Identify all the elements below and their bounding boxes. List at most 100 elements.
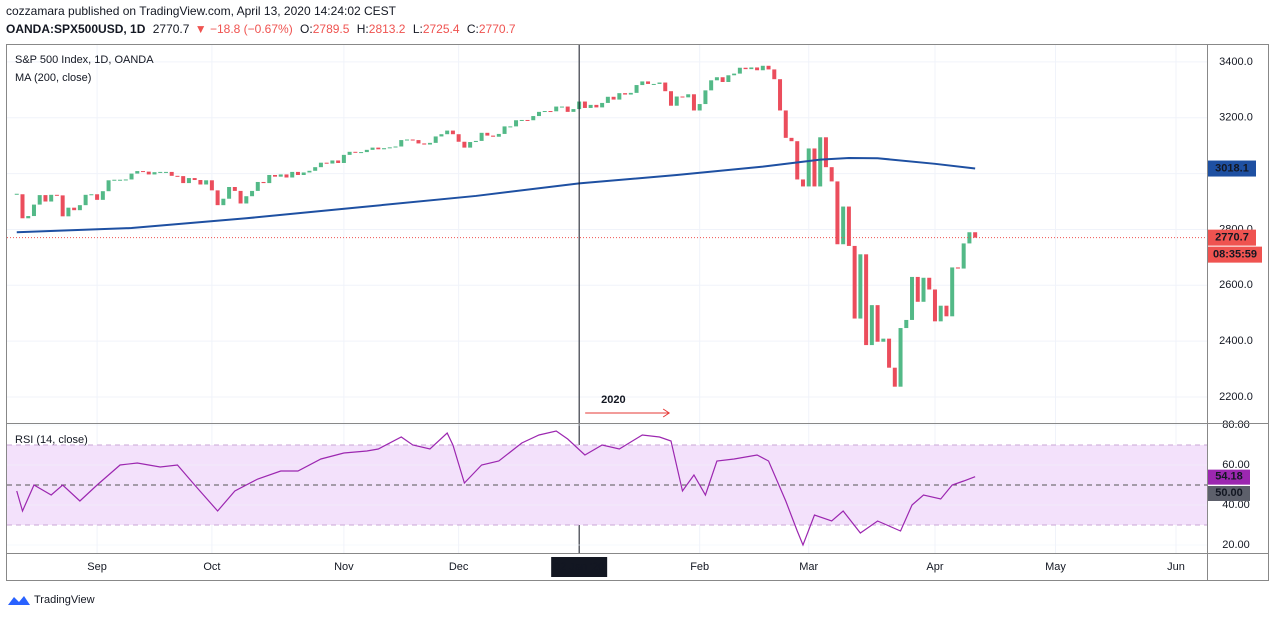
candle-body: [720, 77, 725, 82]
candle-body: [514, 120, 519, 127]
candle-body: [600, 102, 605, 108]
candle-body: [531, 116, 536, 121]
candle-body: [359, 152, 364, 154]
candle-body: [370, 147, 375, 150]
crosshair-label: 02 Jan '20: [554, 561, 604, 573]
candle-body: [95, 194, 100, 200]
y-tick-label: 20.00: [1222, 539, 1250, 551]
change: ▼ −18.8 (−0.67%): [195, 22, 293, 36]
candle-body: [766, 65, 771, 70]
crosshair-badge: [551, 557, 608, 577]
candle-body: [955, 267, 960, 269]
candle-body: [697, 104, 702, 111]
candle-body: [904, 319, 909, 329]
candle-body: [841, 206, 846, 245]
y-tick-label: 2600.0: [1219, 279, 1253, 291]
candle-body: [232, 186, 237, 191]
candle-body: [83, 194, 88, 206]
candle-body: [588, 104, 593, 108]
candle-body: [462, 141, 467, 148]
logo-icon: [8, 596, 30, 605]
candle-body: [439, 134, 444, 137]
candle-body: [491, 135, 496, 137]
x-tick-label: Oct: [203, 561, 220, 573]
x-tick-label: May: [1045, 561, 1066, 573]
candle-body: [100, 191, 105, 200]
candle-body: [485, 132, 490, 136]
candle-body: [244, 196, 249, 204]
candle-body: [611, 96, 616, 100]
y-tick-label: 3200.0: [1219, 112, 1253, 124]
candle-body: [846, 206, 851, 246]
countdown: 08:35:59: [1213, 249, 1257, 261]
candle-body: [640, 81, 645, 86]
candle-body: [43, 195, 48, 202]
candle-body: [290, 171, 295, 178]
candle-body: [54, 194, 59, 196]
x-tick-label: Sep: [87, 561, 107, 573]
candle-body: [915, 276, 920, 302]
candle-body: [399, 140, 404, 147]
candle-body: [181, 176, 186, 184]
candle-body: [324, 162, 329, 164]
candle-body: [680, 96, 685, 98]
candle-body: [565, 106, 570, 112]
plot: Sep Oct Nov Dec 02 Jan '20 Feb Mar Apr May Jun 220…: [7, 44, 1262, 577]
candle-body: [238, 190, 243, 204]
candle-body: [163, 171, 168, 173]
candle-body: [330, 160, 335, 164]
candle-body: [800, 179, 805, 187]
candle-body: [835, 181, 840, 245]
candle-body: [910, 276, 915, 320]
candle-body: [674, 96, 679, 106]
candle-body: [341, 154, 346, 163]
candle-body: [198, 180, 203, 185]
logo: TradingView: [8, 594, 95, 606]
y-tick-label: 3400.0: [1219, 56, 1253, 68]
o: 2789.5: [313, 22, 350, 36]
candle-body: [141, 171, 146, 173]
candle-body: [892, 367, 897, 387]
candle-body: [932, 289, 937, 322]
candle-body: [651, 83, 656, 85]
candle-body: [135, 171, 140, 174]
candle-body: [204, 180, 209, 185]
candle-body: [336, 160, 341, 163]
rsi-badge-label: 54.18: [1215, 471, 1243, 483]
candle-body: [60, 195, 65, 217]
candle-body: [129, 173, 134, 180]
candle-body: [605, 96, 610, 103]
candle-body: [112, 179, 117, 181]
candle-body: [617, 93, 622, 100]
candle-body: [869, 305, 874, 346]
candle-body: [427, 142, 432, 145]
annotation: 2020: [601, 394, 625, 406]
candle-body: [479, 132, 484, 141]
y-tick-label: 60.00: [1222, 459, 1250, 471]
candle-body: [382, 148, 387, 150]
candle-body: [795, 141, 800, 180]
h: 2813.2: [369, 22, 406, 36]
candle-body: [209, 180, 214, 191]
candle-body: [806, 148, 811, 187]
candle-body: [215, 190, 220, 206]
candle-body: [536, 111, 541, 117]
candle-body: [542, 111, 547, 113]
countdown-badge: [1208, 246, 1262, 263]
candle-body: [175, 175, 180, 177]
candle-body: [921, 277, 926, 302]
candle-body: [158, 171, 163, 173]
candle-body: [755, 67, 760, 71]
candle-body: [387, 147, 392, 149]
chart-title: RSI (14, close): [15, 434, 88, 446]
candle-body: [714, 77, 719, 81]
candle-body: [77, 205, 82, 211]
candle-body: [410, 139, 415, 141]
candle-body: [186, 178, 191, 184]
h-label: H:: [357, 22, 369, 36]
candle-body: [376, 147, 381, 150]
x-tick-label: Feb: [690, 561, 709, 573]
x-tick-label: Mar: [799, 561, 818, 573]
candle-body: [944, 305, 949, 317]
candle-body: [66, 207, 71, 217]
